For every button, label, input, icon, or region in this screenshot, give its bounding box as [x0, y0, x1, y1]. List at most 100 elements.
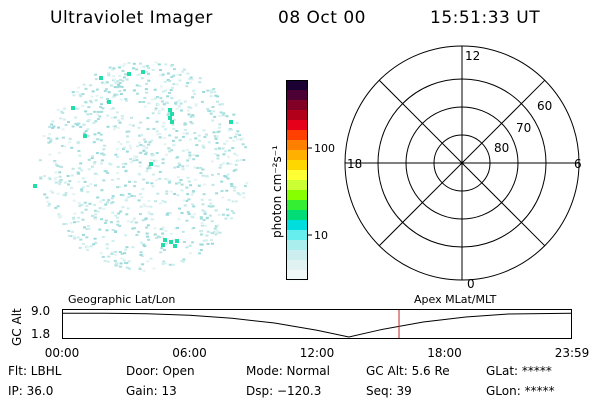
image-pixel: [214, 94, 218, 97]
image-pixel: [71, 125, 75, 128]
image-pixel: [119, 143, 123, 145]
image-pixel: [139, 62, 142, 65]
time-tick-label: 18:00: [427, 346, 462, 360]
image-pixel: [166, 95, 169, 98]
image-pixel: [184, 129, 187, 131]
image-pixel: [172, 83, 176, 86]
image-pixel: [164, 63, 168, 66]
image-pixel: [75, 90, 79, 93]
image-pixel: [216, 131, 220, 134]
image-pixel: [138, 173, 141, 176]
image-pixel: [138, 101, 142, 103]
image-pixel: [136, 145, 140, 148]
image-pixel: [143, 205, 147, 208]
image-pixel: [200, 198, 204, 201]
image-pixel: [101, 81, 105, 84]
y-axis-label: GC Alt: [10, 308, 24, 346]
image-pixel: [102, 148, 106, 151]
image-pixel: [216, 157, 220, 160]
colorbar-segment: [286, 110, 308, 121]
image-pixel: [181, 165, 185, 168]
image-pixel: [86, 134, 90, 137]
image-pixel: [73, 212, 77, 215]
image-pixel: [100, 103, 103, 106]
image-pixel: [125, 213, 129, 216]
image-pixel: [54, 163, 58, 166]
image-pixel: [215, 229, 219, 232]
image-pixel: [225, 115, 229, 118]
image-pixel: [138, 266, 142, 269]
image-pixel: [115, 262, 119, 265]
image-pixel: [142, 178, 146, 181]
image-pixel: [122, 147, 125, 150]
image-pixel: [161, 162, 165, 165]
image-pixel: [185, 199, 189, 202]
image-pixel: [172, 127, 176, 130]
image-pixel: [96, 113, 100, 116]
image-pixel: [176, 165, 180, 168]
image-pixel: [81, 186, 85, 189]
image-pixel: [56, 164, 60, 167]
image-pixel: [68, 180, 72, 183]
image-pixel: [120, 257, 124, 260]
image-pixel: [39, 176, 43, 179]
timeline-frame: [62, 309, 572, 339]
image-bright-pixel: [168, 116, 172, 120]
image-pixel: [107, 91, 111, 94]
image-pixel: [161, 232, 165, 235]
image-bright-pixel: [71, 106, 75, 110]
image-pixel: [119, 265, 123, 268]
image-pixel: [114, 214, 118, 217]
image-pixel: [99, 252, 103, 255]
image-pixel: [100, 96, 103, 99]
image-pixel: [186, 176, 190, 179]
image-pixel: [124, 261, 127, 264]
image-pixel: [185, 186, 189, 189]
colorbar-segment: [286, 200, 308, 211]
image-pixel: [197, 134, 201, 137]
image-pixel: [197, 184, 201, 187]
image-pixel: [84, 110, 88, 113]
image-pixel: [211, 160, 214, 163]
image-pixel: [82, 83, 86, 86]
image-pixel: [47, 204, 51, 207]
image-pixel: [43, 193, 47, 196]
image-pixel: [164, 101, 168, 104]
image-pixel: [149, 257, 153, 260]
image-pixel: [114, 250, 118, 253]
image-bright-pixel: [83, 134, 87, 138]
image-pixel: [55, 137, 59, 140]
image-pixel: [125, 266, 129, 269]
image-pixel: [182, 68, 186, 71]
image-pixel: [131, 246, 135, 249]
image-pixel: [231, 147, 235, 150]
image-pixel: [63, 145, 67, 148]
image-pixel: [208, 110, 212, 113]
image-pixel: [211, 106, 215, 108]
image-pixel: [167, 112, 171, 115]
image-pixel: [145, 232, 149, 235]
colorbar-segment: [286, 240, 308, 251]
mlt-label-6: 6: [574, 157, 582, 171]
image-pixel: [81, 105, 85, 107]
image-pixel: [49, 190, 53, 193]
image-pixel: [143, 218, 147, 221]
image-pixel: [136, 92, 139, 95]
image-pixel: [77, 122, 81, 125]
image-pixel: [203, 136, 207, 138]
image-pixel: [210, 173, 214, 176]
image-bright-pixel: [169, 240, 173, 244]
image-pixel: [161, 100, 164, 103]
image-pixel: [164, 153, 168, 156]
image-pixel: [177, 218, 181, 221]
image-pixel: [53, 178, 57, 181]
image-pixel: [105, 201, 109, 204]
image-pixel: [176, 194, 180, 197]
image-pixel: [161, 262, 165, 265]
image-pixel: [180, 189, 184, 192]
image-pixel: [170, 86, 174, 89]
image-pixel: [221, 114, 225, 117]
image-pixel: [139, 213, 142, 216]
image-pixel: [142, 101, 146, 103]
image-pixel: [209, 202, 213, 205]
